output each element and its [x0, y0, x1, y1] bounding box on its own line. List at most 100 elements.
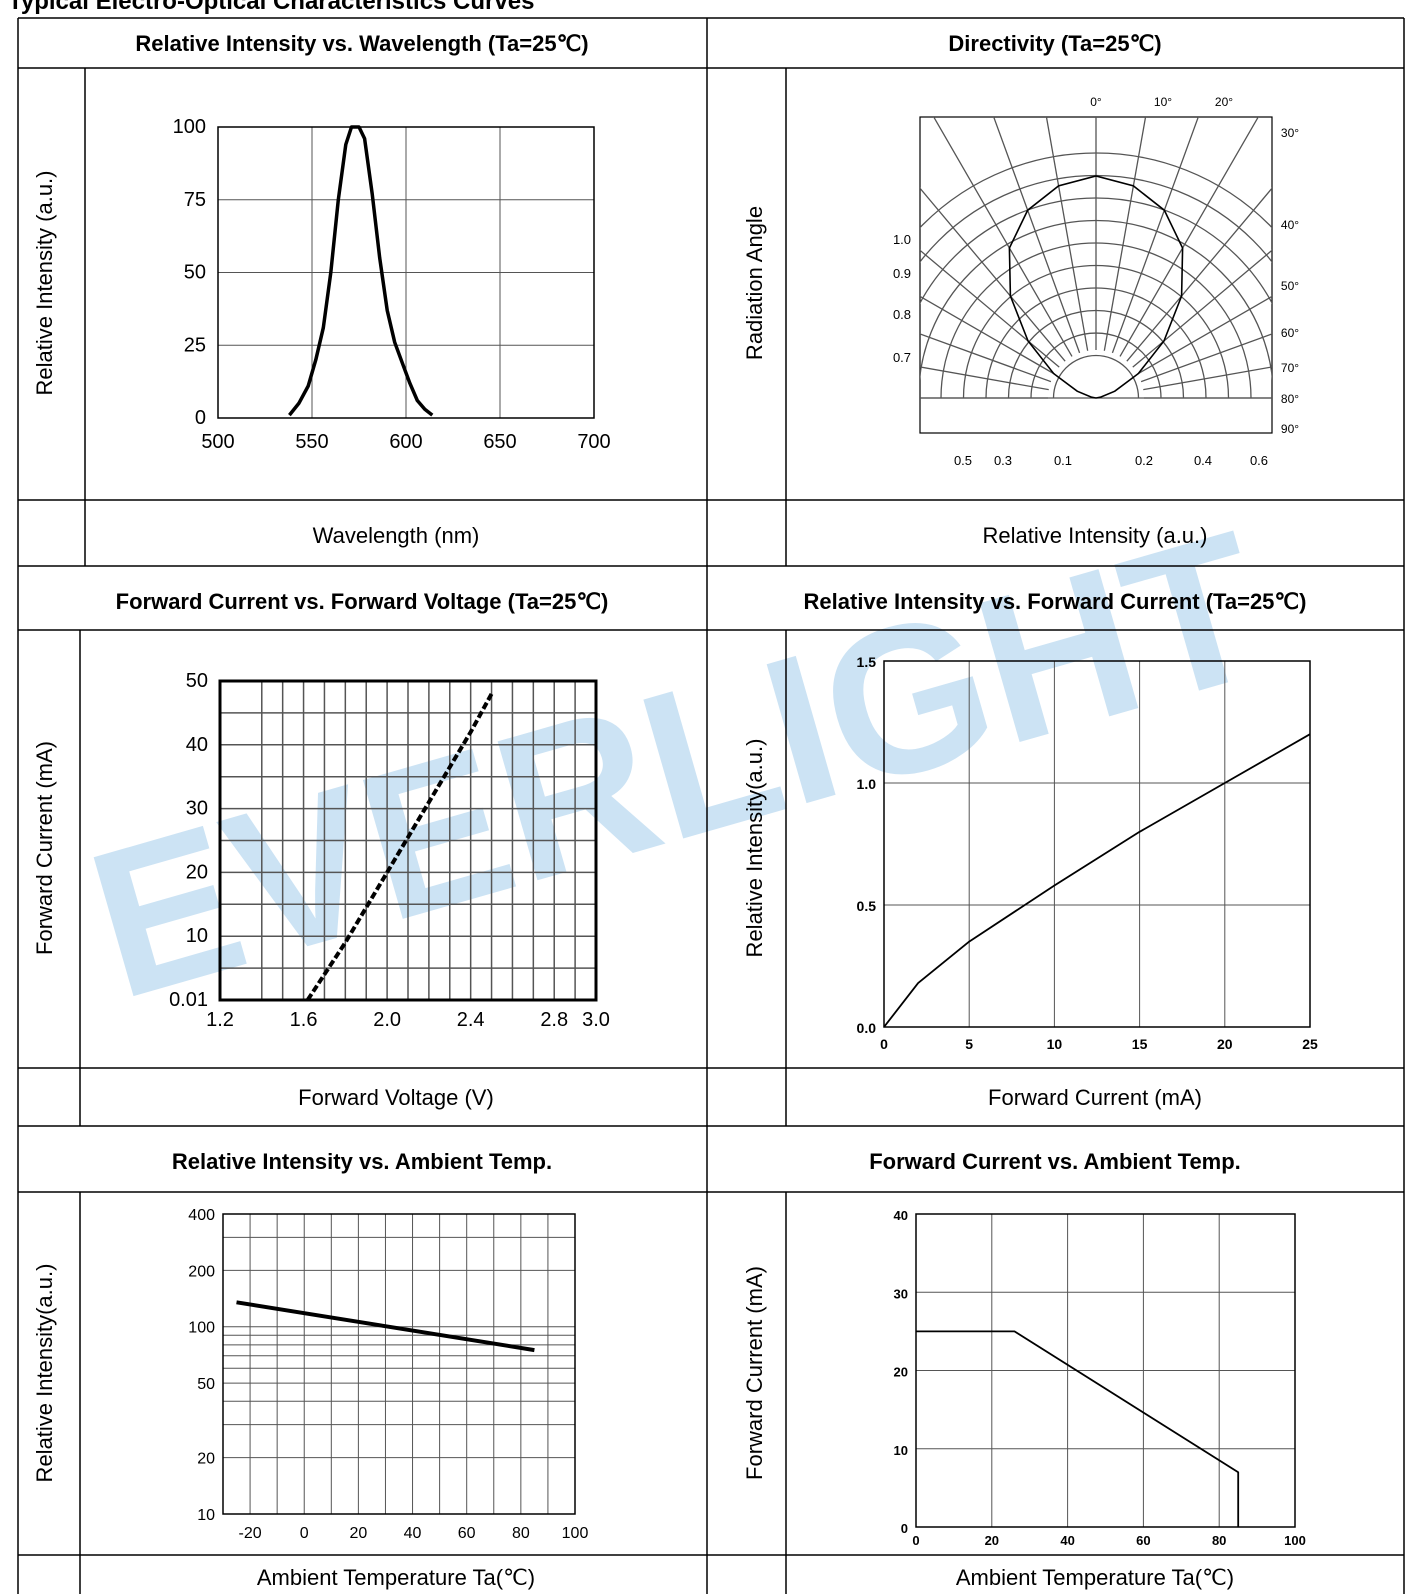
x-axis-label: Forward Voltage (V)	[298, 1085, 494, 1110]
chart-title: Relative Intensity vs. Wavelength (Ta=25…	[135, 31, 588, 56]
series-line	[236, 1300, 535, 1353]
angle-tick-label: 80°	[1281, 392, 1299, 406]
x-tick-label: 60	[458, 1525, 476, 1542]
x-tick-label: 5	[965, 1036, 973, 1052]
chart-title: Directivity (Ta=25℃)	[948, 31, 1161, 56]
intensity-tick-label: 0.1	[1054, 453, 1072, 468]
x-tick-label: 20	[985, 1533, 999, 1548]
angle-tick-label: 0°	[1090, 95, 1102, 109]
polar-spoke	[920, 295, 1055, 375]
series-line	[306, 692, 494, 1001]
radial-tick-label: 0.7	[893, 350, 911, 365]
y-tick-label: 50	[184, 262, 206, 284]
polar-grid	[920, 117, 1272, 399]
plot-frame	[883, 660, 1311, 1028]
x-tick-label: 2.8	[540, 1009, 568, 1031]
x-tick-label: 1.2	[206, 1009, 234, 1031]
y-tick-label: 1.5	[857, 654, 877, 670]
intensity-tick-label: 0.3	[994, 453, 1012, 468]
polar-ring	[1052, 354, 1140, 399]
plot-temp_intensity: -20 0 20 40 60 80 100 10 20 50 100 200 400	[188, 1207, 588, 1542]
polar-spoke	[1137, 295, 1272, 375]
x-tick-label: 100	[1284, 1533, 1306, 1548]
y-tick-label: 50	[197, 1376, 215, 1393]
x-tick-label: 1.6	[290, 1009, 318, 1031]
angle-tick-label: 30°	[1281, 126, 1299, 140]
intensity-tick-label: 0.5	[954, 453, 972, 468]
y-tick-label: 1.0	[857, 776, 877, 792]
watermark: EVERLIGHT	[68, 486, 1288, 1043]
y-tick-label: 75	[184, 189, 206, 211]
y-tick-label: 200	[188, 1263, 215, 1280]
x-tick-label: 20	[349, 1525, 367, 1542]
plot-spectrum: 500 550 600 650 700 0 25 50 75 100	[173, 116, 611, 453]
x-tick-label: 80	[512, 1525, 530, 1542]
angle-tick-label: 70°	[1281, 361, 1299, 375]
polar-spoke	[920, 249, 1060, 368]
series-line	[916, 1330, 1240, 1527]
y-tick-label: 10	[186, 925, 208, 947]
radial-tick-label: 1.0	[893, 232, 911, 247]
page-title: Typical Electro-Optical Characteristics …	[8, 0, 535, 15]
polar-spoke	[993, 117, 1081, 354]
polar-spoke	[920, 333, 1052, 383]
y-tick-label: 40	[894, 1208, 908, 1223]
x-axis-label: Forward Current (mA)	[988, 1085, 1202, 1110]
polar-spoke	[1045, 117, 1089, 351]
y-tick-label: 0.5	[857, 898, 877, 914]
y-tick-label: 0	[195, 407, 206, 429]
radial-tick-label: 0.9	[893, 266, 911, 281]
x-tick-label: 600	[389, 431, 422, 453]
polar-spoke	[1140, 333, 1272, 383]
x-tick-label: 20	[1217, 1036, 1233, 1052]
plot-frame	[218, 679, 598, 1002]
y-axis-label: Radiation Angle	[742, 206, 767, 360]
chart-title: Relative Intensity vs. Ambient Temp.	[172, 1149, 552, 1174]
angle-tick-label: 10°	[1154, 95, 1172, 109]
y-tick-label: 30	[186, 798, 208, 820]
angle-tick-label: 60°	[1281, 326, 1299, 340]
y-tick-label: 100	[173, 116, 206, 138]
x-axis-label: Relative Intensity (a.u.)	[983, 523, 1208, 548]
y-axis-label: Forward Current (mA)	[32, 741, 57, 955]
x-tick-label: 650	[483, 431, 516, 453]
x-tick-label: 0	[880, 1036, 888, 1052]
x-tick-label: 40	[1060, 1533, 1074, 1548]
angle-tick-label: 20°	[1215, 95, 1233, 109]
y-tick-label: 50	[186, 670, 208, 692]
y-axis-label: Relative Intensity (a.u.)	[32, 171, 57, 396]
radial-tick-label: 0.8	[893, 307, 911, 322]
polar-spoke	[1103, 117, 1147, 351]
table-frame	[17, 17, 1405, 1594]
polar-spoke	[1119, 117, 1259, 357]
polar-spoke	[933, 117, 1073, 357]
plot-frame	[915, 1213, 1296, 1528]
x-axis-label: Ambient Temperature Ta(℃)	[956, 1565, 1234, 1590]
x-tick-label: 550	[295, 431, 328, 453]
x-tick-label: 2.4	[457, 1009, 485, 1031]
plot-iv_rel: 0 5 10 15 20 25 0.0 0.5 1.0 1.5	[857, 654, 1318, 1052]
y-tick-label: 10	[197, 1507, 215, 1524]
plot-iv: 1.2 1.6 2.0 2.4 2.8 3.0 0.01 10 20 30 40 50	[169, 670, 610, 1031]
x-axis-label: Wavelength (nm)	[313, 523, 480, 548]
plot-derating: 0 20 40 60 80 100 0 10 20 30 40	[894, 1208, 1306, 1548]
x-tick-label: 80	[1212, 1533, 1226, 1548]
x-tick-label: 15	[1132, 1036, 1148, 1052]
x-tick-label: 0	[300, 1525, 309, 1542]
y-tick-label: 400	[188, 1207, 215, 1224]
x-tick-label: 700	[577, 431, 610, 453]
chart-title: Forward Current vs. Ambient Temp.	[869, 1149, 1241, 1174]
y-tick-label: 0	[901, 1521, 908, 1536]
x-tick-label: 40	[404, 1525, 422, 1542]
chart-title: Relative Intensity vs. Forward Current (…	[804, 589, 1307, 614]
intensity-tick-label: 0.6	[1250, 453, 1268, 468]
y-tick-label: 100	[188, 1320, 215, 1337]
x-tick-label: 25	[1302, 1036, 1318, 1052]
y-tick-label: 0.01	[169, 989, 208, 1011]
angle-tick-label: 90°	[1281, 422, 1299, 436]
y-tick-label: 10	[894, 1443, 908, 1458]
y-axis-label: Relative Intensity(a.u.)	[742, 739, 767, 958]
y-tick-label: 30	[894, 1286, 908, 1301]
y-tick-label: 20	[197, 1451, 215, 1468]
angle-tick-label: 40°	[1281, 218, 1299, 232]
